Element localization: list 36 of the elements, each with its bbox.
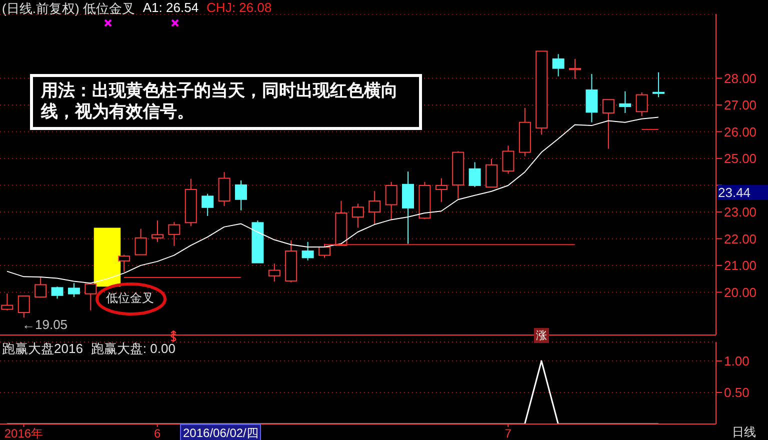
y-tick-label: 21.00 xyxy=(724,258,757,274)
y-tick-label: 28.00 xyxy=(724,70,757,86)
candlestick xyxy=(569,58,582,80)
candlestick xyxy=(402,171,414,244)
text: 23.44 xyxy=(718,185,768,200)
annotation: 用法：出现黄色柱子的当天，同时出现红色横向线，视为有效信号。 xyxy=(30,74,422,130)
annotation: A1: 26.54 xyxy=(142,0,199,17)
annotation: ←19.05 xyxy=(22,316,68,332)
candlestick xyxy=(452,150,464,200)
y-tick-label: 27.00 xyxy=(724,98,757,113)
x-tick-label: 2016年 xyxy=(4,426,44,440)
chart-title: (日线.前复权) 低位金叉 xyxy=(2,0,135,18)
candlestick xyxy=(168,222,180,246)
y-tick-label: 26.00 xyxy=(724,124,757,140)
annotation: 跑赢大盘: 0.00 xyxy=(90,340,176,358)
y-tick-label: 22.00 xyxy=(724,231,757,246)
candlestick xyxy=(552,54,564,77)
y-tick-label: 25.00 xyxy=(724,151,757,166)
annotation: 低位金叉 xyxy=(106,290,154,307)
candlestick xyxy=(368,190,381,226)
x-tick-label: 7 xyxy=(504,426,512,440)
y-tick-label: 23.00 xyxy=(724,204,757,220)
candlestick xyxy=(268,263,280,282)
candlestick xyxy=(619,90,632,114)
candlestick xyxy=(586,73,598,123)
annotation: 涨 xyxy=(534,328,549,343)
text: 日线 xyxy=(732,424,756,440)
candlestick xyxy=(302,241,314,261)
annotation: CHJ: 26.08 xyxy=(206,0,272,17)
y-tick-label: 0.50 xyxy=(724,385,750,400)
x-tick-label: 6 xyxy=(154,426,161,440)
y-tick-label: 1.00 xyxy=(724,354,750,369)
candlestick xyxy=(435,178,448,203)
y-tick-label: 20.00 xyxy=(724,284,757,300)
text: 2016/06/02/四 xyxy=(180,424,262,440)
chart-title: 跑赢大盘2016 xyxy=(2,340,83,358)
